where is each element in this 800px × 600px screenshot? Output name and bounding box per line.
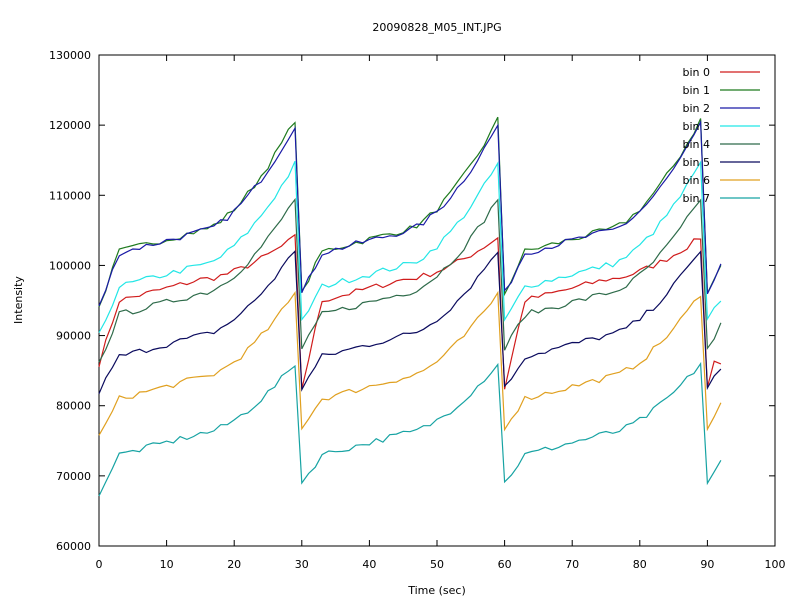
x-tick-label: 0 bbox=[96, 558, 103, 571]
x-tick-label: 70 bbox=[565, 558, 579, 571]
series-line-bin-4 bbox=[98, 197, 722, 363]
y-tick-label: 120000 bbox=[49, 119, 91, 132]
x-tick-label: 50 bbox=[430, 558, 444, 571]
x-tick-label: 80 bbox=[633, 558, 647, 571]
y-tick-label: 90000 bbox=[56, 330, 91, 343]
series-line-bin-6 bbox=[98, 290, 722, 436]
legend-label-1: bin 1 bbox=[682, 84, 710, 97]
y-tick-label: 70000 bbox=[56, 470, 91, 483]
plot-frame bbox=[98, 54, 776, 547]
x-tick-label: 10 bbox=[160, 558, 174, 571]
legend-label-2: bin 2 bbox=[682, 102, 710, 115]
x-tick-label: 40 bbox=[362, 558, 376, 571]
legend-label-5: bin 5 bbox=[682, 156, 710, 169]
series-line-bin-5 bbox=[98, 249, 722, 395]
x-tick-label: 90 bbox=[700, 558, 714, 571]
legend-label-4: bin 4 bbox=[682, 138, 710, 151]
legend-label-3: bin 3 bbox=[682, 120, 710, 133]
legend: bin 0 bin 1 bin 2 bin 3 bin 4 bin 5 bin 6 bin 7 bbox=[682, 66, 760, 205]
legend-label-7: bin 7 bbox=[682, 192, 710, 205]
series-line-bin-3 bbox=[98, 160, 722, 333]
x-axis-label: Time (sec) bbox=[407, 584, 466, 597]
series-line-bin-1 bbox=[98, 116, 722, 308]
legend-label-0: bin 0 bbox=[682, 66, 710, 79]
y-tick-label: 60000 bbox=[56, 540, 91, 553]
series-line-bin-7 bbox=[98, 361, 722, 497]
series-line-bin-2 bbox=[98, 119, 722, 307]
x-tick-label: 20 bbox=[227, 558, 241, 571]
y-tick-label: 130000 bbox=[49, 49, 91, 62]
x-tick-label: 30 bbox=[295, 558, 309, 571]
x-tick-label: 100 bbox=[765, 558, 786, 571]
chart-title: 20090828_M05_INT.JPG bbox=[372, 21, 501, 34]
y-tick-label: 110000 bbox=[49, 189, 91, 202]
axis-ticks: 0 10 20 30 40 50 60 70 80 90 100 60000 70000 80000 900… bbox=[49, 49, 786, 571]
y-tick-label: 80000 bbox=[56, 400, 91, 413]
legend-label-6: bin 6 bbox=[682, 174, 710, 187]
series-lines bbox=[98, 116, 722, 497]
y-axis-label: Intensity bbox=[12, 276, 25, 324]
y-tick-label: 100000 bbox=[49, 259, 91, 272]
series-line-bin-0 bbox=[98, 233, 722, 390]
x-tick-label: 60 bbox=[498, 558, 512, 571]
